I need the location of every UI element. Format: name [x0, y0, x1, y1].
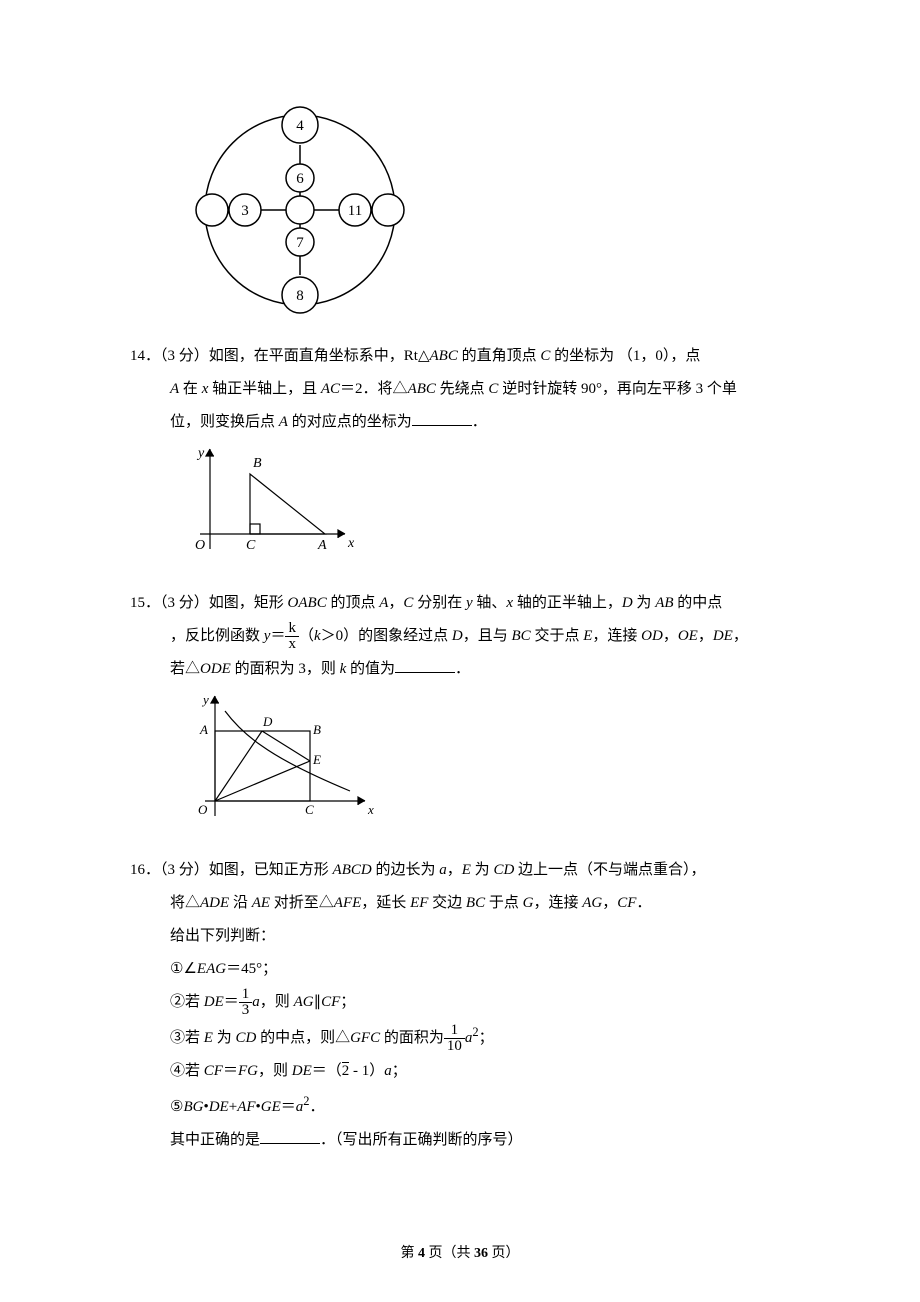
q16-num: 16．: [130, 862, 160, 878]
q14-num: 14．: [130, 348, 160, 364]
svg-text:8: 8: [296, 288, 304, 304]
svg-text:4: 4: [296, 118, 304, 134]
q15-num: 15．: [130, 595, 160, 611]
diagram-q14: O B C A x y: [170, 439, 800, 572]
question-16: 16．（3 分）如图，已知正方形 ABCD 的边长为 a，E 为 CD 边上一点…: [130, 854, 800, 1157]
svg-text:11: 11: [348, 203, 362, 219]
exam-page: 4 6 3 11 7 8 14．（3 分）如图，在平面直角坐标系中，Rt△ABC…: [0, 0, 920, 1302]
blank-q14: [412, 410, 472, 426]
svg-text:C: C: [246, 538, 256, 553]
diagram-circles: 4 6 3 11 7 8: [170, 100, 800, 325]
svg-text:y: y: [196, 446, 205, 461]
svg-text:y: y: [201, 692, 209, 707]
svg-text:D: D: [262, 714, 273, 729]
q16-s1: ①∠EAG＝45°；: [170, 953, 800, 986]
circles-svg: 4 6 3 11 7 8: [170, 100, 430, 320]
svg-text:x: x: [367, 802, 374, 817]
svg-text:E: E: [312, 752, 321, 767]
svg-text:O: O: [198, 802, 208, 817]
svg-text:A: A: [317, 538, 327, 553]
q14-line2: A 在 x 轴正半轴上，且 AC＝2．将△ABC 先绕点 C 逆时针旋转 90°…: [170, 373, 800, 406]
q14-line3: 位，则变换后点 A 的对应点的坐标为．: [170, 406, 800, 439]
svg-text:B: B: [313, 722, 321, 737]
q16-final: 其中正确的是．（写出所有正确判断的序号）: [170, 1124, 800, 1157]
svg-text:C: C: [305, 802, 314, 817]
q16-s5: ⑤BG•DE+AF•GE＝a2．: [170, 1088, 800, 1124]
svg-text:A: A: [199, 722, 208, 737]
question-15: 15．（3 分）如图，矩形 OABC 的顶点 A，C 分别在 y 轴、x 轴的正…: [130, 587, 800, 839]
svg-text:7: 7: [296, 235, 304, 251]
svg-text:O: O: [195, 538, 205, 553]
page-footer: 第 4 页（共 36 页）: [0, 1242, 920, 1262]
svg-text:3: 3: [241, 203, 249, 219]
q15-line3: 若△ODE 的面积为 3，则 k 的值为．: [170, 653, 800, 686]
q16-give: 给出下列判断：: [170, 920, 800, 953]
q16-line2: 将△ADE 沿 AE 对折至△AFE，延长 EF 交边 BC 于点 G，连接 A…: [170, 887, 800, 920]
svg-text:6: 6: [296, 171, 304, 187]
blank-q15: [395, 657, 455, 673]
svg-text:x: x: [347, 536, 355, 551]
svg-text:B: B: [253, 456, 262, 471]
diagram-q15: O A B C D E x y: [170, 686, 800, 839]
blank-q16: [260, 1128, 320, 1144]
q16-s4: ④若 CF＝FG，则 DE＝（2 - 1）a；: [170, 1055, 800, 1088]
question-14: 14．（3 分）如图，在平面直角坐标系中，Rt△ABC 的直角顶点 C 的坐标为…: [130, 340, 800, 572]
q16-s3: ③若 E 为 CD 的中点，则△GFC 的面积为110a2；: [170, 1019, 800, 1055]
q16-s2: ②若 DE＝13a，则 AG∥CF；: [170, 986, 800, 1019]
q15-line2: ，反比例函数 y＝kx（k＞0）的图象经过点 D，且与 BC 交于点 E，连接 …: [170, 620, 800, 653]
